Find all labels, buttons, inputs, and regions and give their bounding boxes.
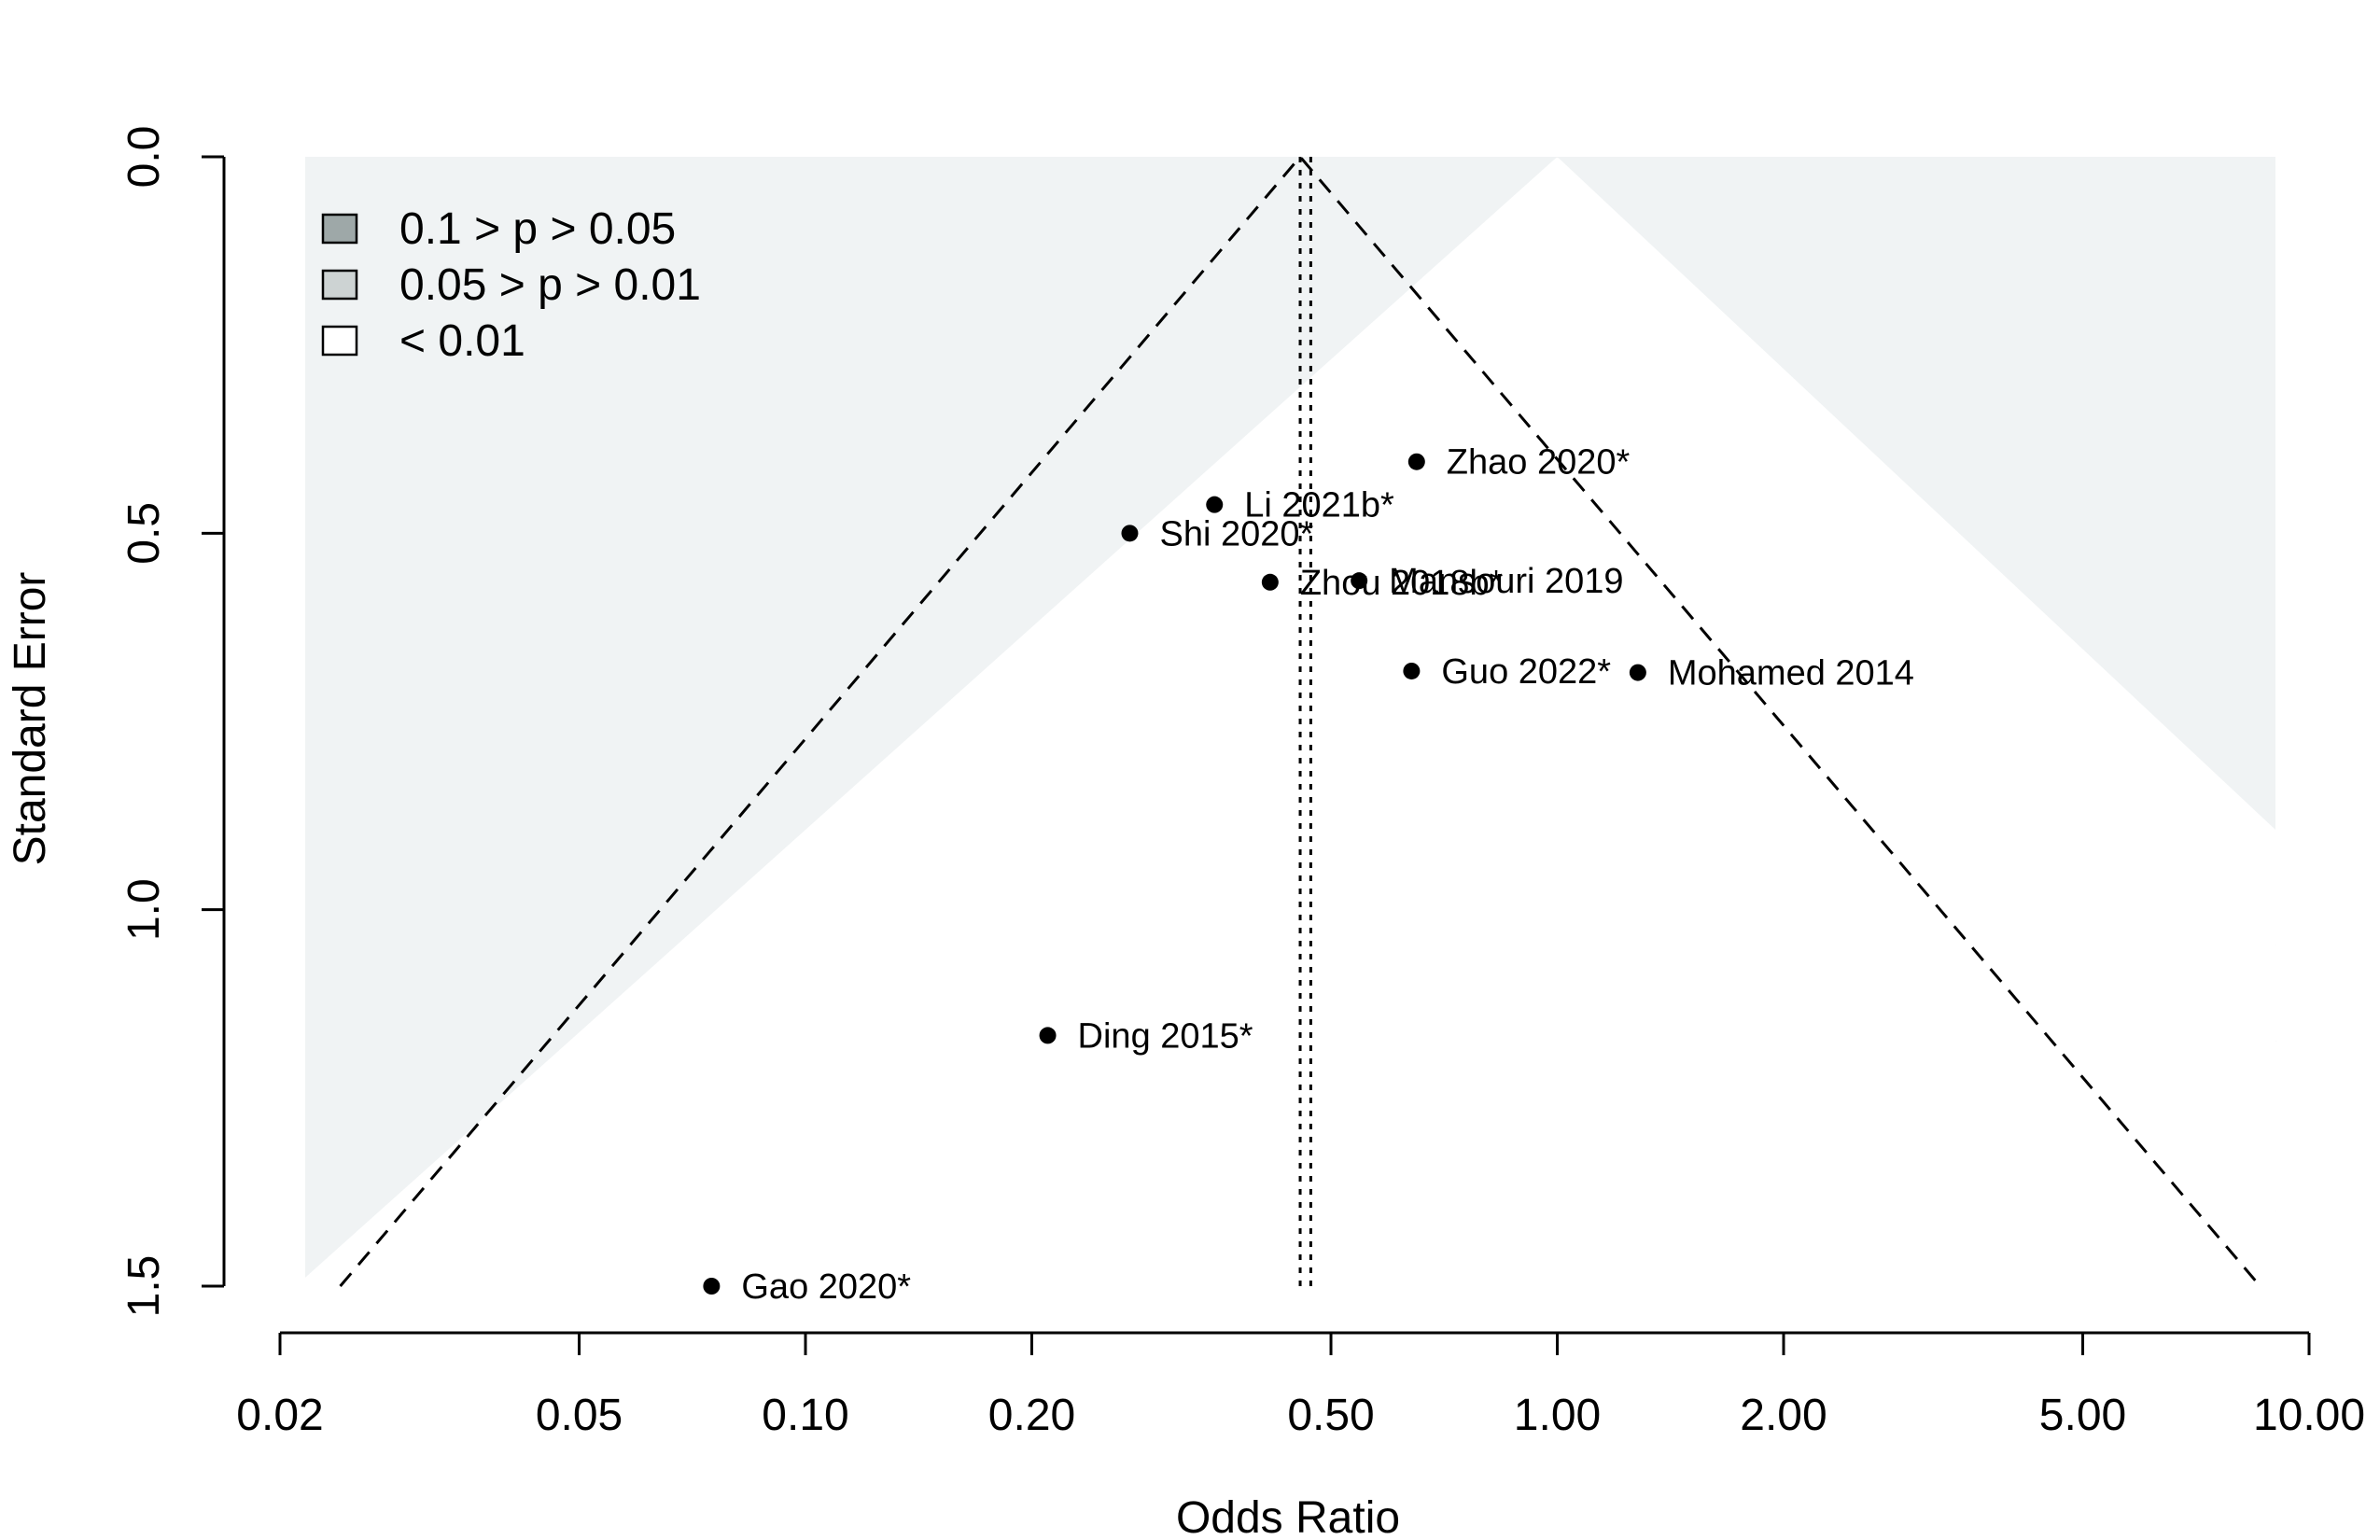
legend-swatch [321, 325, 358, 357]
study-label: Ding 2015* [1078, 1016, 1253, 1056]
study-label: Zhao 2020* [1447, 443, 1631, 483]
study-point [1121, 525, 1139, 542]
x-tick-label: 0.50 [1287, 1391, 1374, 1440]
study-point [1039, 1027, 1057, 1044]
legend-label: 0.1 > p > 0.05 [399, 204, 676, 254]
region-p-lt-0-01 [295, 157, 2276, 1286]
legend-label: 0.05 > p > 0.01 [399, 260, 701, 310]
x-axis-title: Odds Ratio [1176, 1493, 1400, 1540]
reference-lines [339, 154, 2261, 1287]
study-point [1351, 572, 1368, 590]
y-tick-label: 0.5 [119, 502, 169, 565]
study-label: Li 2021b* [1244, 486, 1394, 525]
study-label: Guo 2022* [1441, 652, 1611, 692]
study-point [1206, 496, 1224, 513]
study-points: Zhao 2020*Li 2021b*Shi 2020*Zhou 2018b*M… [703, 443, 1914, 1307]
axes: 0.0 0.5 1.0 1.5 0.02 0.05 0.10 0.20 0.50 1.00 2.00… [119, 126, 2365, 1440]
x-tick-label: 0.10 [762, 1391, 848, 1440]
x-tick-label: 2.00 [1740, 1391, 1827, 1440]
study-label: Mohamed 2014 [1668, 654, 1914, 693]
x-tick-label: 1.00 [1514, 1391, 1601, 1440]
y-tick-label: 1.0 [119, 878, 169, 941]
legend: 0.1 > p > 0.05 0.05 > p > 0.01 < 0.01 [321, 204, 701, 366]
x-tick-label: 10.00 [2253, 1391, 2365, 1440]
contour-regions [295, 157, 2276, 1286]
pooled-funnel-line [339, 154, 2261, 1287]
study-point [1403, 662, 1421, 679]
study-label: Mansouri 2019 [1389, 562, 1623, 601]
x-tick-label: 0.02 [236, 1391, 323, 1440]
x-tick-label: 5.00 [2039, 1391, 2126, 1440]
study-point [1261, 573, 1279, 591]
study-point [1407, 453, 1425, 470]
study-label: Zhou 2018b* [1300, 564, 1504, 603]
y-axis-title: Standard Error [6, 572, 55, 866]
study-label: Gao 2020* [741, 1267, 911, 1307]
x-tick-label: 0.05 [536, 1391, 623, 1440]
legend-swatch [321, 213, 358, 245]
x-tick-label: 0.20 [988, 1391, 1075, 1440]
y-tick-label: 0.0 [119, 126, 169, 189]
study-point [1629, 664, 1646, 681]
legend-label: < 0.01 [399, 316, 525, 366]
legend-swatch [321, 269, 358, 301]
study-point [703, 1278, 721, 1295]
y-tick-label: 1.5 [119, 1255, 169, 1318]
study-label: Shi 2020* [1159, 514, 1313, 553]
